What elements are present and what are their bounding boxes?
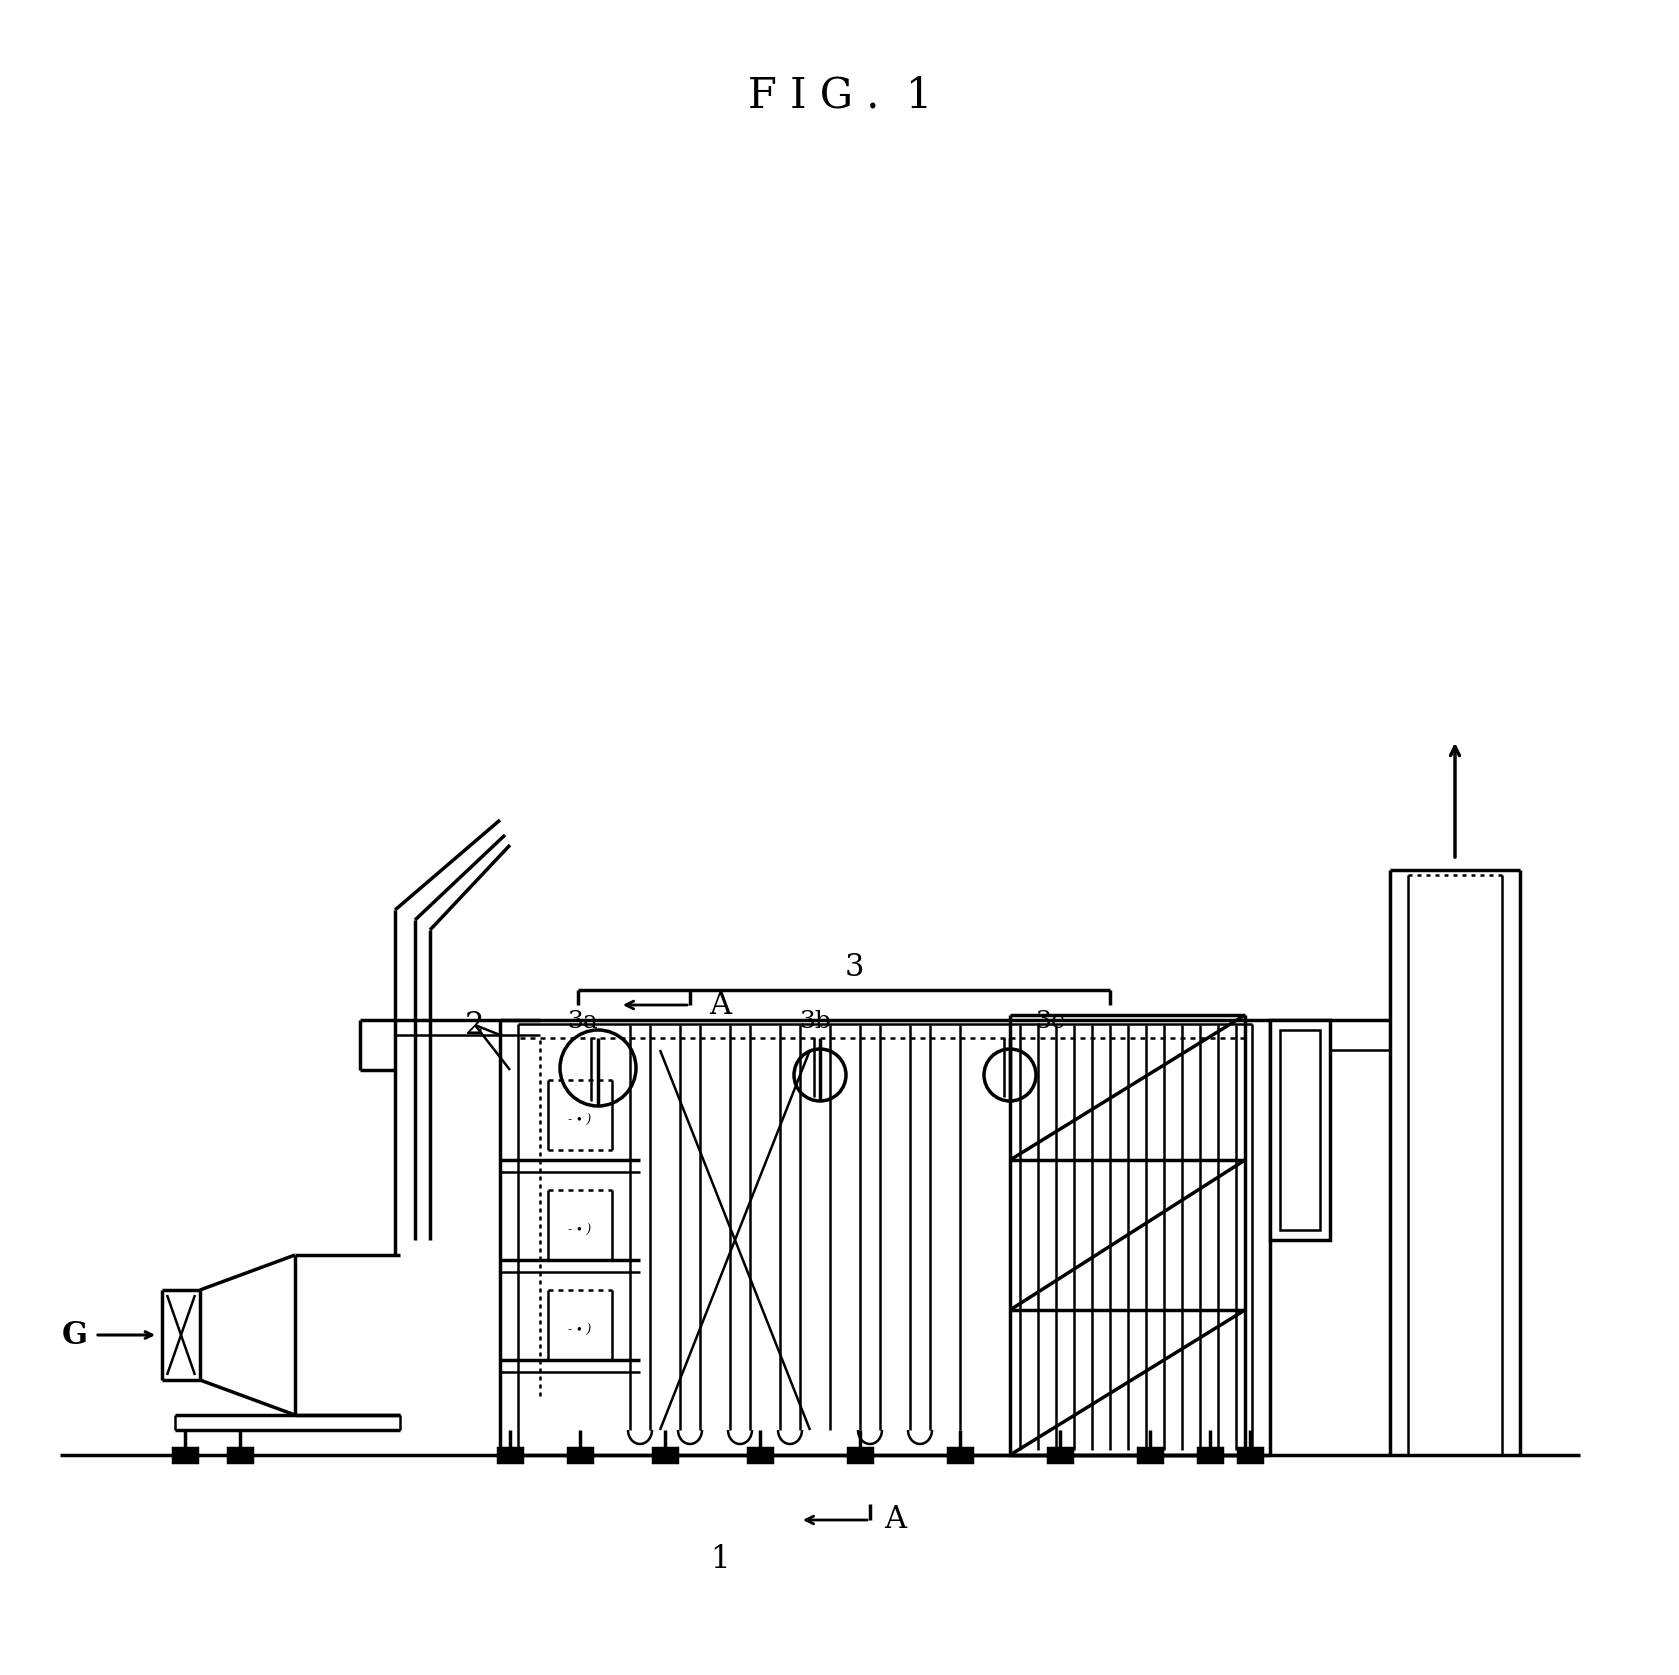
Text: 2: 2 [465, 1010, 485, 1040]
Text: 3b: 3b [799, 1010, 831, 1033]
Bar [749, 1447, 772, 1462]
Text: F I G .  1: F I G . 1 [747, 74, 932, 116]
Bar [568, 1447, 593, 1462]
Bar [949, 1447, 972, 1462]
Bar [848, 1447, 871, 1462]
Text: A: A [883, 1504, 907, 1536]
Bar [228, 1447, 252, 1462]
Text: - ∙ ): - ∙ ) [569, 1223, 591, 1236]
Bar [1138, 1447, 1162, 1462]
Text: - ∙ ): - ∙ ) [569, 1323, 591, 1337]
Bar [499, 1447, 522, 1462]
Text: A: A [709, 990, 730, 1020]
Text: 3: 3 [845, 953, 863, 983]
Bar [1279, 1030, 1320, 1229]
Text: - ∙ ): - ∙ ) [569, 1114, 591, 1127]
Bar [1048, 1447, 1071, 1462]
Bar [653, 1447, 677, 1462]
Bar [1237, 1447, 1263, 1462]
Bar [1269, 1020, 1330, 1240]
Text: 3c: 3c [1034, 1010, 1064, 1033]
Bar [173, 1447, 196, 1462]
Text: 1: 1 [710, 1544, 730, 1576]
Text: 3a: 3a [568, 1010, 598, 1033]
Bar [1199, 1447, 1222, 1462]
Text: G: G [62, 1320, 87, 1350]
